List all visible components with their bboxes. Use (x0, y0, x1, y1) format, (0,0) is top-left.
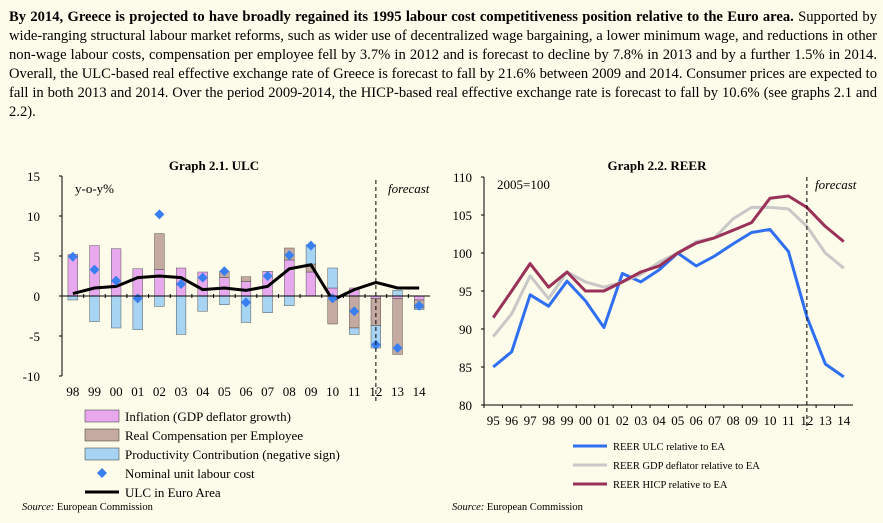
ulc-marker (89, 264, 100, 275)
ulc-chart-title: Graph 2.1. ULC (169, 158, 259, 173)
reer-legend-label: REER ULC relative to EA (613, 442, 725, 453)
ulc-x-tick-label: 03 (175, 384, 188, 399)
reer-source: Source: European Commission (452, 502, 584, 513)
ulc-legend-label: Productivity Contribution (negative sign… (125, 447, 340, 462)
ulc-legend-swatch (84, 428, 120, 442)
ulc-marker (111, 275, 122, 286)
ulc-marker (284, 250, 295, 261)
ulc-legend-swatch (84, 447, 120, 461)
reer-x-tick-label: 99 (561, 413, 574, 428)
ulc-x-tick-label: 04 (196, 384, 210, 399)
intro-paragraph: By 2014, Greece is projected to have bro… (9, 8, 877, 122)
ulc-marker (219, 266, 230, 277)
ulc-x-tick-label: 00 (110, 384, 123, 399)
ulc-marker (241, 297, 251, 308)
ulc-x-tick-label: 09 (304, 384, 317, 399)
reer-x-tick-label: 95 (487, 413, 500, 428)
reer-x-tick-label: 98 (542, 413, 555, 428)
reer-x-tick-label: 97 (524, 413, 538, 428)
reer-series-line (492, 205, 845, 338)
reer-x-tick-label: 09 (745, 413, 758, 428)
ulc-x-tick-label: 99 (88, 384, 101, 399)
ulc-y-tick-label: 15 (27, 169, 40, 184)
reer-x-tick-label: 12 (800, 413, 813, 428)
ulc-x-tick-label: 05 (218, 384, 231, 399)
reer-y-tick-label: 105 (453, 208, 473, 223)
reer-series-line (492, 227, 845, 379)
reer-y-tick-label: 110 (453, 170, 472, 185)
ulc-marker (349, 306, 360, 317)
ulc-bar-segment (327, 267, 338, 289)
reer-y-tick-label: 100 (453, 246, 473, 261)
ulc-bar-segment (240, 276, 252, 282)
reer-y-tick-label: 90 (459, 322, 472, 337)
ulc-legend-label: Nominal unit labour cost (125, 466, 255, 481)
ulc-unit-label: y-o-y% (75, 181, 114, 196)
reer-unit-label: 2005=100 (497, 177, 550, 192)
reer-y-tick-label: 95 (459, 284, 472, 299)
ulc-legend-label: Real Compensation per Employee (125, 428, 303, 443)
reer-y-tick-label: 80 (459, 398, 472, 413)
ulc-bar-segment (392, 298, 403, 355)
ulc-x-tick-label: 13 (391, 384, 404, 399)
intro-body: Supported by wide-ranging structural lab… (9, 9, 877, 120)
reer-chart-title: Graph 2.2. REER (608, 158, 708, 173)
ulc-euro-area-line (72, 263, 420, 302)
reer-y-tick-label: 85 (459, 360, 472, 375)
ulc-legend: Inflation (GDP deflator growth) Real Comp… (84, 409, 340, 500)
ulc-marker (392, 343, 403, 353)
reer-x-tick-label: 05 (671, 413, 684, 428)
reer-x-tick-label: 96 (505, 413, 519, 428)
ulc-x-tick-label: 02 (153, 384, 166, 399)
ulc-legend-swatch (84, 409, 120, 423)
ulc-marker (154, 209, 165, 220)
ulc-x-tick-label: 11 (348, 384, 361, 399)
reer-legend: REER ULC relative to EA REER GDP deflator… (573, 442, 760, 491)
ulc-bar-segment (349, 327, 360, 335)
ulc-bar-segment (154, 233, 165, 270)
reer-legend-label: REER GDP deflator relative to EA (613, 461, 760, 472)
ulc-x-tick-label: 14 (413, 384, 427, 399)
reer-series-line (491, 194, 845, 319)
reer-x-tick-label: 01 (597, 413, 610, 428)
intro-lead: By 2014, Greece is projected to have bro… (9, 9, 794, 25)
reer-x-tick-label: 04 (653, 413, 667, 428)
ulc-marker (176, 279, 187, 289)
ulc-marker (197, 272, 208, 283)
ulc-x-tick-label: 08 (283, 384, 296, 399)
ulc-x-tick-label: 06 (240, 384, 254, 399)
ulc-y-tick-label: 0 (34, 289, 41, 304)
ulc-x-tick-label: 98 (66, 384, 79, 399)
reer-x-tick-label: 14 (837, 413, 851, 428)
reer-x-tick-label: 07 (708, 413, 722, 428)
reer-x-tick-label: 03 (634, 413, 647, 428)
reer-x-tick-label: 08 (727, 413, 740, 428)
ulc-legend-label: ULC in Euro Area (125, 485, 221, 500)
ulc-y-tick-label: 10 (27, 209, 40, 224)
reer-x-tick-label: 10 (763, 413, 776, 428)
ulc-forecast-label: forecast (388, 181, 430, 196)
reer-x-tick-label: 06 (690, 413, 704, 428)
ulc-legend-label: Inflation (GDP deflator growth) (125, 409, 291, 424)
reer-x-tick-label: 11 (782, 413, 795, 428)
ulc-marker (305, 240, 316, 251)
reer-forecast-label: forecast (815, 177, 857, 192)
ulc-x-tick-label: 07 (261, 384, 275, 399)
ulc-legend-swatch (97, 468, 107, 478)
ulc-marker (262, 271, 273, 281)
ulc-y-tick-label: 5 (34, 249, 41, 264)
reer-x-tick-label: 00 (579, 413, 592, 428)
ulc-marker (67, 251, 78, 262)
reer-x-tick-label: 02 (616, 413, 629, 428)
ulc-marker (414, 300, 425, 311)
ulc-source: Source: European Commission (22, 502, 154, 513)
reer-legend-label: REER HICP relative to EA (613, 480, 728, 491)
ulc-x-tick-label: 10 (326, 384, 339, 399)
ulc-y-tick-label: -5 (29, 329, 40, 344)
ulc-y-tick-label: -10 (23, 369, 40, 384)
reer-x-tick-label: 13 (819, 413, 832, 428)
ulc-x-tick-label: 01 (131, 384, 144, 399)
